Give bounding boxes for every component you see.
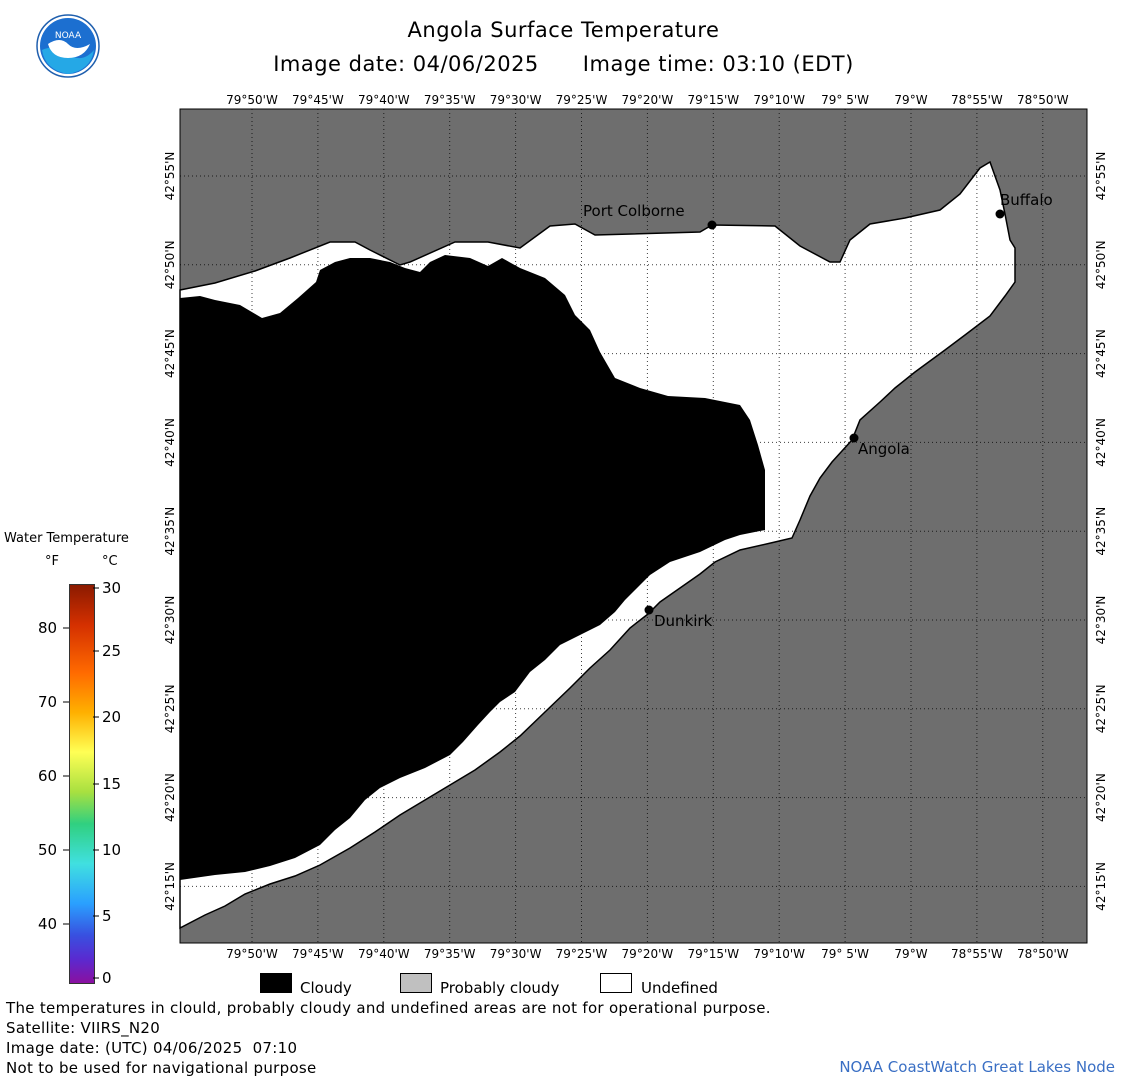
buffalo-marker: [995, 209, 1005, 219]
longitude-label: 79°W: [894, 93, 927, 107]
tick-f-70: 70: [38, 693, 58, 711]
colorbar-title: Water Temperature: [4, 531, 129, 546]
longitude-label: 79°45'W: [292, 947, 344, 961]
latitude-label: 42°40'N: [1094, 418, 1108, 467]
longitude-labels-top: 79°50'W 79°45'W 79°40'W 79°35'W 79°30'W 79°25…: [226, 93, 1069, 107]
legend-undefined-label: Undefined: [641, 979, 718, 997]
tick-c-30: 30: [102, 579, 122, 597]
longitude-label: 79°15'W: [687, 947, 739, 961]
longitude-label: 79°20'W: [622, 947, 674, 961]
latitude-label: 42°15'N: [1094, 862, 1108, 911]
svg-text:NOAA: NOAA: [55, 31, 82, 41]
satellite-text: Satellite: VIIRS_N20: [6, 1019, 161, 1037]
image-time: Image time: 03:10 (EDT): [582, 52, 854, 76]
credit-text: NOAA CoastWatch Great Lakes Node: [839, 1058, 1115, 1076]
map-subtitle: Image date: 04/06/2025 Image time: 03:10 …: [0, 52, 1127, 76]
utc-date-text: Image date: (UTC) 04/06/2025 07:10: [6, 1039, 298, 1057]
angola-marker: [849, 433, 859, 443]
longitude-label: 78°50'W: [1017, 947, 1069, 961]
longitude-label: 79°25'W: [556, 93, 608, 107]
tick-c-15: 15: [102, 775, 122, 793]
latitude-label: 42°20'N: [1094, 773, 1108, 822]
latitude-label: 42°30'N: [163, 596, 177, 645]
latitude-label: 42°50'N: [1094, 240, 1108, 289]
graticule: [180, 109, 1087, 943]
latitude-label: 42°45'N: [163, 329, 177, 378]
longitude-label: 79°W: [894, 947, 927, 961]
dunkirk-marker: [644, 605, 654, 615]
latitude-label: 42°50'N: [163, 240, 177, 289]
longitude-label: 79°25'W: [556, 947, 608, 961]
legend-undefined-swatch: [600, 973, 632, 993]
tick-c-25: 25: [102, 642, 122, 660]
latitude-label: 42°45'N: [1094, 329, 1108, 378]
latitude-label: 42°55'N: [163, 152, 177, 201]
tick-f-50: 50: [38, 841, 58, 859]
latitude-label: 42°15'N: [163, 862, 177, 911]
latitude-label: 42°35'N: [163, 507, 177, 556]
latitude-label: 42°40'N: [163, 418, 177, 467]
latitude-label: 42°55'N: [1094, 152, 1108, 201]
map-frame: [179, 108, 1088, 944]
longitude-label: 79°10'W: [753, 93, 805, 107]
longitude-label: 79°50'W: [226, 93, 278, 107]
longitude-label: 79°15'W: [687, 93, 739, 107]
latitude-label: 42°25'N: [1094, 684, 1108, 733]
longitude-label: 79°35'W: [424, 93, 476, 107]
longitude-label: 78°50'W: [1017, 93, 1069, 107]
tick-f-80: 80: [38, 619, 58, 637]
map-title: Angola Surface Temperature: [407, 18, 720, 42]
longitude-label: 79° 5'W: [821, 93, 869, 107]
dunkirk-label: Dunkirk: [654, 612, 713, 630]
latitude-labels-right: 42°55'N 42°50'N 42°45'N 42°40'N 42°35'N 42°30…: [1094, 152, 1108, 911]
latitude-label: 42°35'N: [1094, 507, 1108, 556]
legend-probably-cloudy-swatch: [400, 973, 432, 993]
latitude-label: 42°25'N: [163, 684, 177, 733]
longitude-label: 79°10'W: [753, 947, 805, 961]
tick-c-20: 20: [102, 708, 122, 726]
port-colborne-marker: [707, 220, 717, 230]
longitude-label: 79°30'W: [490, 947, 542, 961]
noaa-logo-icon: NOAA: [36, 14, 100, 78]
tick-c-0: 0: [102, 969, 112, 987]
colorbar-unit-f: °F: [45, 554, 59, 569]
tick-f-40: 40: [38, 915, 58, 933]
tick-f-60: 60: [38, 767, 58, 785]
longitude-label: 79°35'W: [424, 947, 476, 961]
longitude-label: 79°40'W: [358, 947, 410, 961]
longitude-labels-bottom: 79°50'W 79°45'W 79°40'W 79°35'W 79°30'W 79°25…: [226, 947, 1069, 961]
longitude-label: 79°50'W: [226, 947, 278, 961]
port-colborne-label: Port Colborne: [583, 202, 685, 220]
tick-c-5: 5: [102, 907, 112, 925]
image-date: Image date: 04/06/2025: [273, 52, 539, 76]
legend-probably-cloudy-label: Probably cloudy: [440, 979, 560, 997]
cloudy-area: [180, 255, 765, 880]
longitude-label: 78°55'W: [951, 947, 1003, 961]
tick-c-10: 10: [102, 841, 122, 859]
longitude-label: 79°30'W: [490, 93, 542, 107]
latitude-labels-left: 42°55'N 42°50'N 42°45'N 42°40'N 42°35'N 42°30…: [163, 152, 177, 911]
latitude-label: 42°30'N: [1094, 596, 1108, 645]
latitude-label: 42°20'N: [163, 773, 177, 822]
legend-cloudy-swatch: [260, 973, 292, 993]
navigation-warning-text: Not to be used for navigational purpose: [6, 1059, 317, 1077]
angola-label: Angola: [858, 440, 910, 458]
longitude-label: 79° 5'W: [821, 947, 869, 961]
colorbar-unit-c: °C: [102, 554, 118, 569]
longitude-label: 79°40'W: [358, 93, 410, 107]
buffalo-label: Buffalo: [1000, 191, 1053, 209]
disclaimer-text: The temperatures in clould, probably clo…: [6, 999, 771, 1017]
longitude-label: 79°45'W: [292, 93, 344, 107]
colorbar-ticks: [63, 587, 99, 979]
longitude-label: 79°20'W: [622, 93, 674, 107]
longitude-label: 78°55'W: [951, 93, 1003, 107]
legend-cloudy-label: Cloudy: [300, 979, 352, 997]
